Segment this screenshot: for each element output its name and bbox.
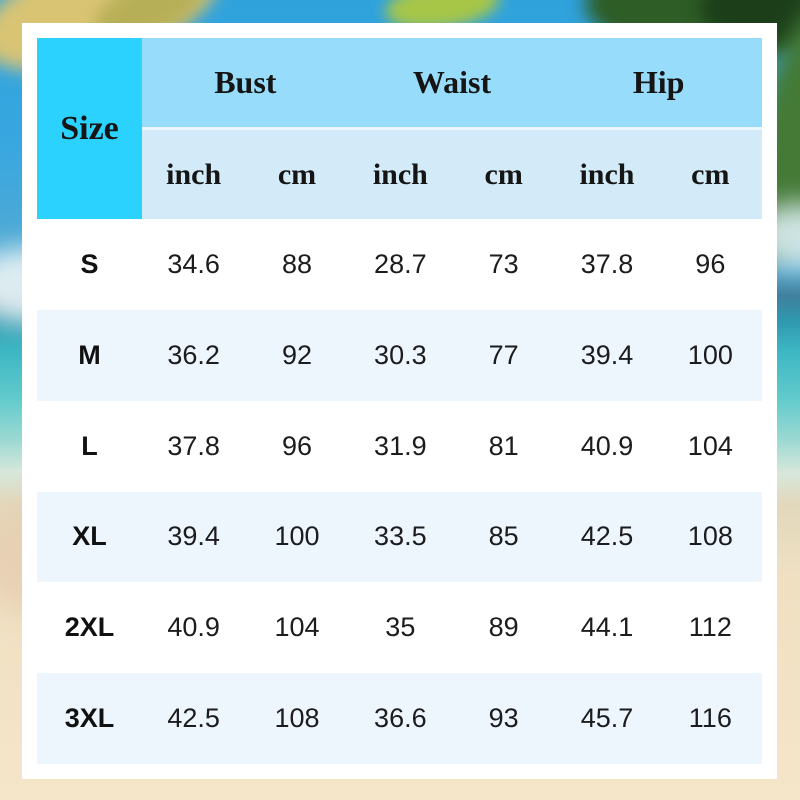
cell-xl-bust-inch: 39.4 xyxy=(142,491,246,583)
cell-l-waist-inch: 31.9 xyxy=(374,430,427,461)
cell-m-waist-inch: 30.3 xyxy=(348,309,452,401)
cell-3xl-bust-cm: 108 xyxy=(245,673,349,764)
unit-header-waist-cm: cm xyxy=(452,130,556,219)
cell-m-bust-cm: 92 xyxy=(245,309,349,401)
cell-3xl-hip-inch: 45.7 xyxy=(555,673,659,764)
size-label-l: L xyxy=(81,430,98,461)
cell-s-waist-cm: 73 xyxy=(488,248,519,279)
cell-3xl-waist-inch: 36.6 xyxy=(348,673,452,764)
cell-2xl-bust-inch: 40.9 xyxy=(167,612,220,643)
cell-l-hip-inch: 40.9 xyxy=(580,430,634,461)
cell-3xl-hip-cm: 116 xyxy=(658,673,762,764)
cell-3xl-waist-cm: 93 xyxy=(452,673,556,764)
cell-xl-bust-cm: 100 xyxy=(245,491,349,583)
cell-3xl-bust-inch: 42.5 xyxy=(142,673,246,764)
size-label-3xl: 3XL xyxy=(37,673,142,764)
size-label-2xl: 2XL xyxy=(64,612,115,643)
cell-2xl-bust-cm: 104 xyxy=(274,612,320,643)
cell-xl-waist-inch: 33.5 xyxy=(348,491,452,583)
cell-s-bust-inch: 34.6 xyxy=(167,248,220,279)
cell-l-hip-cm: 104 xyxy=(687,430,733,461)
cell-s-hip-inch: 37.8 xyxy=(580,248,634,279)
size-label-s: S xyxy=(80,248,99,279)
cell-s-bust-cm: 88 xyxy=(281,248,313,279)
group-header-waist: Waist xyxy=(348,38,556,130)
cell-m-waist-cm: 77 xyxy=(452,309,556,401)
unit-header-hip-inch: inch xyxy=(555,130,659,219)
cell-m-hip-inch: 39.4 xyxy=(555,309,659,401)
cell-xl-hip-cm: 108 xyxy=(658,491,762,583)
cell-l-waist-cm: 81 xyxy=(488,430,519,461)
cell-2xl-hip-cm: 112 xyxy=(688,612,732,643)
cell-2xl-waist-cm: 89 xyxy=(488,612,519,643)
cell-2xl-hip-inch: 44.1 xyxy=(580,612,634,643)
group-header-hip: Hip xyxy=(555,38,762,130)
group-header-bust: Bust xyxy=(142,38,349,130)
unit-header-hip-cm: cm xyxy=(658,130,762,219)
size-label-m: M xyxy=(37,309,142,401)
unit-header-bust-cm: cm xyxy=(245,130,349,219)
unit-header-bust-inch: inch xyxy=(142,130,246,219)
size-column-header: Size xyxy=(37,38,142,219)
size-chart-card: Size Bust Waist Hip inch cm inch cm inch… xyxy=(22,23,777,779)
cell-2xl-waist-inch: 35 xyxy=(385,612,416,643)
unit-header-waist-inch: inch xyxy=(348,130,452,219)
cell-l-bust-cm: 96 xyxy=(281,430,313,461)
size-chart-table: Size Bust Waist Hip inch cm inch cm inch… xyxy=(37,38,762,764)
cell-s-hip-cm: 96 xyxy=(695,248,726,279)
cell-m-bust-inch: 36.2 xyxy=(142,309,246,401)
cell-xl-hip-inch: 42.5 xyxy=(555,491,659,583)
cell-m-hip-cm: 100 xyxy=(658,309,762,401)
cell-l-bust-inch: 37.8 xyxy=(167,430,220,461)
cell-s-waist-inch: 28.7 xyxy=(374,248,427,279)
cell-xl-waist-cm: 85 xyxy=(452,491,556,583)
size-label-xl: XL xyxy=(37,491,142,583)
